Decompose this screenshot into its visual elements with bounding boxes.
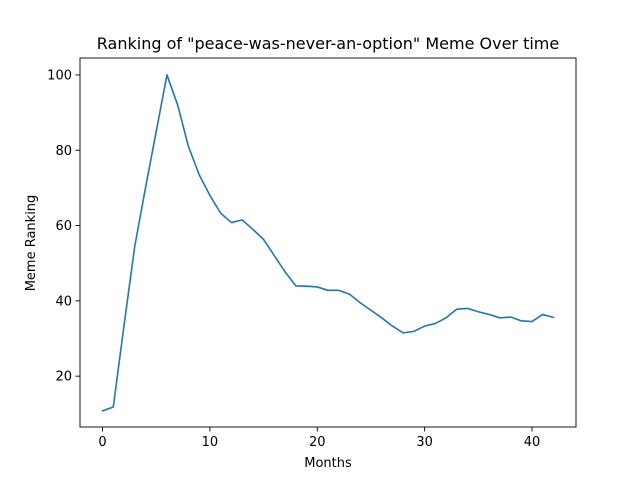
y-tick-label-80: 80 — [55, 144, 72, 159]
x-tick-label-0: 0 — [98, 435, 106, 450]
y-tick-label-20: 20 — [55, 370, 72, 385]
x-axis-label: Months — [304, 456, 352, 471]
x-tick-label-20: 20 — [309, 435, 326, 450]
x-tick-label-30: 30 — [416, 435, 433, 450]
y-tick-label-40: 40 — [55, 294, 72, 309]
plot-area: 0 10 20 30 40 20 40 60 80 100 — [47, 57, 577, 450]
axes-frame — [79, 57, 577, 428]
y-tick-label-60: 60 — [55, 219, 72, 234]
x-tick-label-40: 40 — [524, 435, 541, 450]
y-tick-label-100: 100 — [47, 68, 72, 83]
x-tick-label-10: 10 — [202, 435, 219, 450]
series-line-0 — [101, 74, 555, 412]
chart-title: Ranking of "peace-was-never-an-option" M… — [97, 34, 559, 53]
y-axis-label: Meme Ranking — [24, 195, 39, 292]
